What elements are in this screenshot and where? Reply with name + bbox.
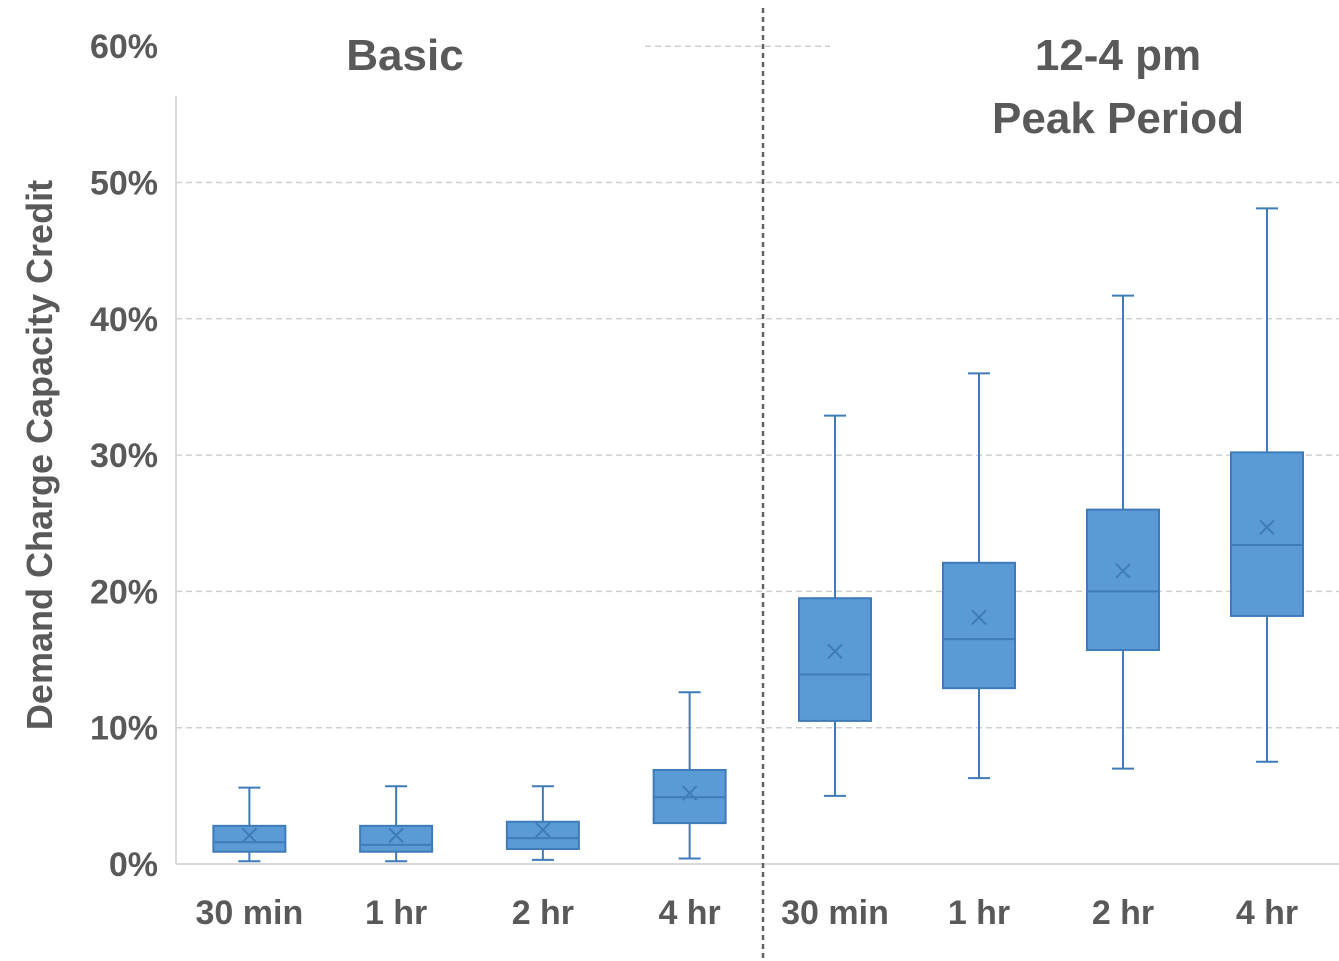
mean-marker (681, 785, 698, 801)
y-tick-label: 10% (90, 710, 158, 748)
mean-marker (827, 643, 843, 660)
mean-marker (1115, 563, 1131, 579)
x-category-label: 4 hr (1236, 894, 1298, 932)
x-category-label: 2 hr (512, 894, 574, 932)
box-item (1086, 294, 1160, 770)
y-tick-label: 0% (109, 846, 158, 884)
y-tick-label: 60% (90, 28, 158, 66)
box-iqr (1086, 508, 1160, 652)
box-iqr (1230, 451, 1304, 617)
y-tick-labels: 0% 10% 20% 30% 40% 50% 60% (90, 28, 158, 884)
x-category-label: 1 hr (365, 894, 427, 932)
box-iqr (505, 820, 580, 851)
group-title: 12-4 pm (1035, 31, 1201, 80)
box-item (505, 785, 580, 861)
x-category-label: 4 hr (658, 894, 720, 932)
box-iqr (942, 561, 1016, 690)
box-iqr (212, 824, 287, 853)
x-category-label: 2 hr (1092, 894, 1154, 932)
box-item (798, 414, 872, 797)
y-tick-label: 50% (90, 165, 158, 203)
box-item (212, 786, 287, 863)
x-category-label: 30 min (196, 894, 304, 932)
mean-marker (971, 609, 987, 626)
x-category-labels: 30 min 1 hr 2 hr 4 hr 30 min 1 hr 2 hr 4 hr (196, 894, 1299, 932)
y-tick-label: 30% (90, 437, 158, 475)
mean-marker (388, 827, 404, 844)
gridlines (176, 45, 1339, 729)
axes (175, 8, 1339, 961)
x-category-label: 1 hr (948, 894, 1010, 932)
mean-marker (535, 822, 551, 838)
y-tick-label: 20% (90, 573, 158, 611)
group-title: Peak Period (992, 94, 1244, 143)
box-iqr (359, 824, 434, 853)
y-axis-label: Demand Charge Capacity Credit (19, 180, 60, 730)
x-category-label: 30 min (781, 894, 889, 932)
box-item (942, 372, 1016, 780)
group-titles: Basic 12-4 pm Peak Period (346, 31, 1244, 143)
mean-marker (241, 827, 258, 844)
box-item (359, 785, 434, 863)
group-title: Basic (346, 31, 463, 80)
box-item (1230, 207, 1304, 763)
y-tick-label: 40% (90, 301, 158, 339)
box-iqr (798, 597, 872, 722)
box-item (652, 691, 727, 860)
mean-marker (1259, 519, 1275, 536)
box-series (212, 207, 1304, 863)
